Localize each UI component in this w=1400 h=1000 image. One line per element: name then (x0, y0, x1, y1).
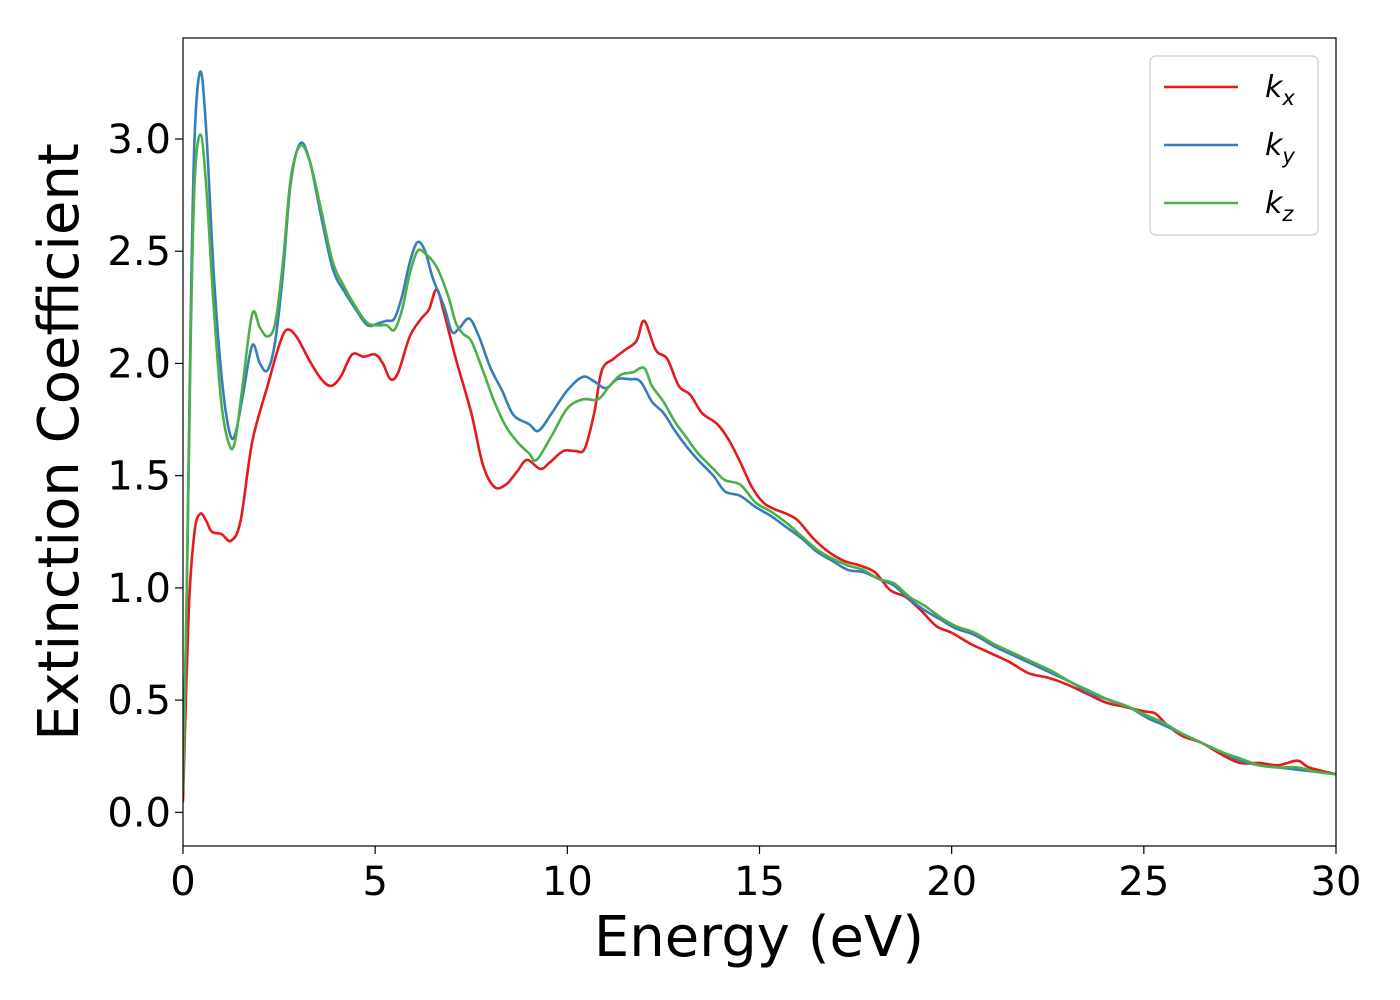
x-tick-label: 30 (1311, 859, 1362, 905)
y-tick-label: 0.5 (107, 678, 171, 724)
x-tick-label: 15 (734, 859, 785, 905)
series-line-kx (183, 288, 1336, 803)
x-tick-label: 5 (362, 859, 387, 905)
series-line-kz (183, 133, 1336, 792)
y-tick-label: 1.5 (107, 454, 171, 500)
x-axis-label: Energy (eV) (594, 905, 924, 970)
legend-label-kz: kz (1265, 186, 1294, 226)
x-tick-label: 25 (1118, 859, 1169, 905)
x-tick-label: 20 (926, 859, 977, 905)
y-axis-label: Extinction Coefficient (27, 143, 92, 741)
legend-label-ky: ky (1265, 128, 1295, 168)
x-axis-ticks: 0 5 10 15 20 25 30 (170, 846, 1361, 905)
y-tick-label: 1.0 (107, 566, 171, 612)
series-line-ky (183, 70, 1336, 792)
x-tick-label: 0 (170, 859, 195, 905)
x-tick-label: 10 (542, 859, 593, 905)
y-tick-label: 0.0 (107, 790, 171, 836)
y-axis-ticks: 0.0 0.5 1.0 1.5 2.0 2.5 3.0 (107, 117, 183, 836)
legend: kx ky kz (1149, 55, 1319, 236)
y-tick-label: 2.5 (107, 229, 171, 275)
y-tick-label: 2.0 (107, 341, 171, 387)
y-tick-label: 3.0 (107, 117, 171, 163)
legend-label-kx: kx (1265, 70, 1295, 110)
series-layer (183, 70, 1336, 803)
